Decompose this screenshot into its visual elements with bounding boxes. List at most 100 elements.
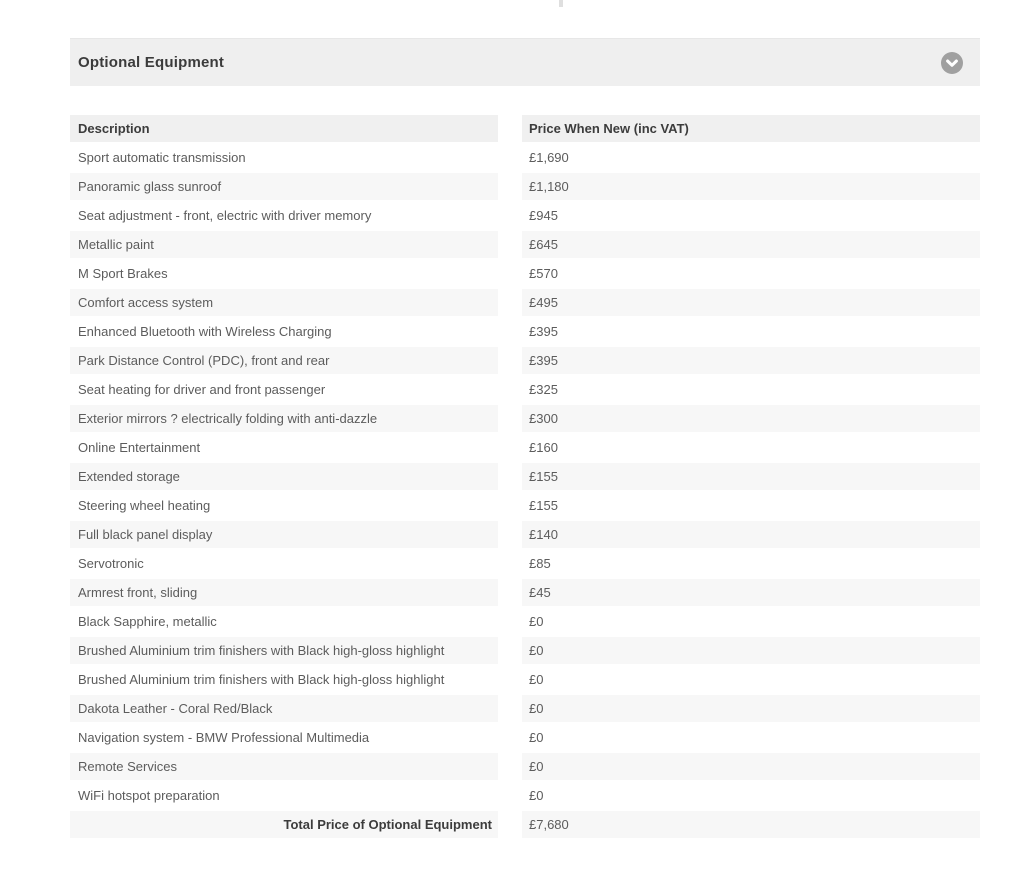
row-description: Armrest front, sliding (70, 579, 498, 606)
column-header-price: Price When New (inc VAT) (522, 115, 980, 142)
column-gap (498, 753, 522, 780)
row-description: Sport automatic transmission (70, 144, 498, 171)
column-gap (498, 579, 522, 606)
column-gap (498, 318, 522, 345)
row-description: Comfort access system (70, 289, 498, 316)
row-description: Brushed Aluminium trim finishers with Bl… (70, 637, 498, 664)
column-gap (498, 173, 522, 200)
row-price: £85 (522, 550, 980, 577)
section-header-optional-equipment[interactable]: Optional Equipment (70, 38, 980, 86)
table-row: M Sport Brakes £570 (70, 260, 980, 287)
column-gap (498, 463, 522, 490)
table-row: Dakota Leather - Coral Red/Black £0 (70, 695, 980, 722)
column-gap (498, 202, 522, 229)
row-description: Brushed Aluminium trim finishers with Bl… (70, 666, 498, 693)
column-gap (498, 608, 522, 635)
row-description: Extended storage (70, 463, 498, 490)
optional-equipment-table: Description Price When New (inc VAT) Spo… (70, 113, 980, 840)
row-price: £0 (522, 608, 980, 635)
column-gap (498, 724, 522, 751)
row-description: Full black panel display (70, 521, 498, 548)
table-row: Brushed Aluminium trim finishers with Bl… (70, 637, 980, 664)
row-description: Black Sapphire, metallic (70, 608, 498, 635)
column-gap (498, 144, 522, 171)
column-gap (498, 405, 522, 432)
column-gap (498, 260, 522, 287)
row-price: £155 (522, 463, 980, 490)
table-row: Metallic paint £645 (70, 231, 980, 258)
row-description: Steering wheel heating (70, 492, 498, 519)
table-row: Black Sapphire, metallic £0 (70, 608, 980, 635)
row-price: £0 (522, 695, 980, 722)
table-row: Comfort access system £495 (70, 289, 980, 316)
column-header-description: Description (70, 115, 498, 142)
row-description: Online Entertainment (70, 434, 498, 461)
table-row: Armrest front, sliding £45 (70, 579, 980, 606)
table-row: Sport automatic transmission £1,690 (70, 144, 980, 171)
row-description: M Sport Brakes (70, 260, 498, 287)
row-price: £495 (522, 289, 980, 316)
row-price: £0 (522, 753, 980, 780)
table-row: Panoramic glass sunroof £1,180 (70, 173, 980, 200)
row-price: £155 (522, 492, 980, 519)
row-price: £0 (522, 666, 980, 693)
column-gap (498, 289, 522, 316)
column-gap (498, 666, 522, 693)
row-price: £300 (522, 405, 980, 432)
table-row: Exterior mirrors ? electrically folding … (70, 405, 980, 432)
row-price: £1,690 (522, 144, 980, 171)
column-gap (498, 782, 522, 809)
row-description: Metallic paint (70, 231, 498, 258)
row-price: £0 (522, 782, 980, 809)
row-price: £945 (522, 202, 980, 229)
row-price: £0 (522, 637, 980, 664)
total-row: Total Price of Optional Equipment £7,680 (70, 811, 980, 838)
table-row: Remote Services £0 (70, 753, 980, 780)
table-row: WiFi hotspot preparation £0 (70, 782, 980, 809)
total-value: £7,680 (522, 811, 980, 838)
table-row: Park Distance Control (PDC), front and r… (70, 347, 980, 374)
row-description: Seat heating for driver and front passen… (70, 376, 498, 403)
column-gap (498, 492, 522, 519)
column-gap (498, 811, 522, 838)
section-title: Optional Equipment (78, 54, 225, 71)
table-header-row: Description Price When New (inc VAT) (70, 115, 980, 142)
table-row: Online Entertainment £160 (70, 434, 980, 461)
row-price: £45 (522, 579, 980, 606)
column-gap (498, 550, 522, 577)
row-price: £395 (522, 347, 980, 374)
row-price: £395 (522, 318, 980, 345)
column-gap (498, 695, 522, 722)
table-row: Full black panel display £140 (70, 521, 980, 548)
column-gap (498, 637, 522, 664)
table-row: Seat heating for driver and front passen… (70, 376, 980, 403)
row-description: Navigation system - BMW Professional Mul… (70, 724, 498, 751)
column-gap (498, 115, 522, 142)
row-price: £160 (522, 434, 980, 461)
table-row: Enhanced Bluetooth with Wireless Chargin… (70, 318, 980, 345)
row-description: Exterior mirrors ? electrically folding … (70, 405, 498, 432)
row-price: £1,180 (522, 173, 980, 200)
row-price: £570 (522, 260, 980, 287)
row-description: Remote Services (70, 753, 498, 780)
chevron-down-icon[interactable] (941, 51, 963, 74)
row-description: Servotronic (70, 550, 498, 577)
table-row: Extended storage £155 (70, 463, 980, 490)
row-description: WiFi hotspot preparation (70, 782, 498, 809)
row-description: Panoramic glass sunroof (70, 173, 498, 200)
row-price: £0 (522, 724, 980, 751)
column-gap (498, 521, 522, 548)
column-gap (498, 347, 522, 374)
total-label: Total Price of Optional Equipment (70, 811, 498, 838)
column-gap (498, 231, 522, 258)
table-row: Steering wheel heating £155 (70, 492, 980, 519)
column-gap (498, 434, 522, 461)
row-description: Seat adjustment - front, electric with d… (70, 202, 498, 229)
table-row: Servotronic £85 (70, 550, 980, 577)
row-description: Dakota Leather - Coral Red/Black (70, 695, 498, 722)
row-price: £645 (522, 231, 980, 258)
row-description: Enhanced Bluetooth with Wireless Chargin… (70, 318, 498, 345)
table-row: Brushed Aluminium trim finishers with Bl… (70, 666, 980, 693)
column-gap (498, 376, 522, 403)
